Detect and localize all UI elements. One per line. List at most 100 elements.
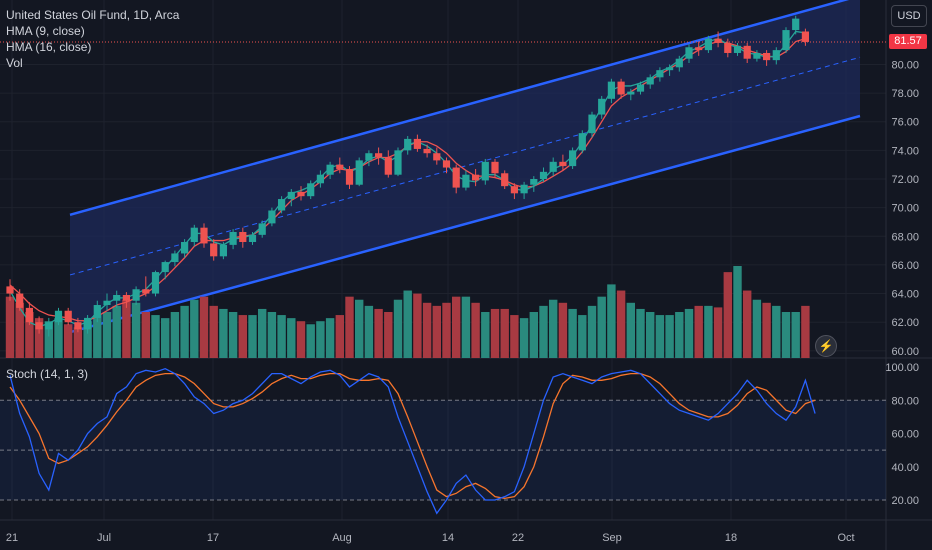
candle-body [239,231,247,243]
volume-bar [393,299,403,358]
candle-body [539,171,548,179]
volume-bar [568,308,577,358]
candle-body [510,186,518,194]
volume-bar [258,308,267,358]
volume-bar [432,305,441,358]
stoch-tick-label: 80.00 [891,395,919,407]
volume-bar [199,296,209,358]
volume-bar [364,305,374,358]
volume-bar [5,296,15,358]
time-tick-label: Oct [837,532,854,544]
price-axis[interactable]: 60.00 62.00 64.00 66.00 68.00 70.00 72.00 74.00… [885,59,919,507]
volume-bar [161,318,170,358]
time-axis[interactable]: 21 Jul 17 Aug 14 22 Sep 18 Oct [6,532,855,544]
volume-bar [471,302,480,358]
stoch-legend[interactable]: Stoch (14, 1, 3) [6,366,88,382]
price-tick-label: 64.00 [891,289,919,301]
candle-body [25,307,33,323]
candle-body [210,243,218,257]
last-price-tag: 81.57 [889,34,927,49]
candle-body [181,242,189,254]
candle-body [336,164,344,169]
price-tick-label: 78.00 [891,88,919,100]
stoch-k-line [9,367,816,515]
volume-bar [325,318,335,358]
candle-body [307,183,315,197]
price-tick-label: 74.00 [891,145,919,157]
candle-body [84,317,92,330]
volume-bar [355,299,364,358]
hma16-legend[interactable]: HMA (16, close) [6,39,91,55]
candle-body [675,58,683,68]
candle-body [656,70,664,78]
candle-body [520,184,528,194]
candle-body [151,272,160,294]
channel-lower-line [69,114,861,334]
volume-bar [519,318,529,358]
candle-body [16,293,24,308]
candle-body [394,150,402,175]
price-tick-label: 68.00 [891,231,919,243]
symbol-legend[interactable]: United States Oil Fund, 1D, Arca [6,7,179,23]
volume-bar [64,324,73,358]
volume-bar [54,318,63,358]
candle-body [617,81,625,95]
candle-body [792,18,800,31]
volume-bar [374,308,383,358]
volume-legend[interactable]: Vol [6,55,23,71]
volume-bar [665,315,674,358]
volume-bar [413,293,422,358]
candlesticks [6,15,809,337]
candle-body [248,234,257,243]
candle-body [365,153,373,161]
stoch-tick-label: 20.00 [891,495,919,507]
volume-bar [403,290,412,358]
volume-bar [122,299,131,358]
time-tick-label: Sep [602,532,622,544]
price-tick-label: 66.00 [891,260,919,272]
volume-bar [44,321,53,358]
volume-bar [587,305,597,358]
candle-body [326,164,334,175]
candle-body [714,38,722,43]
time-tick-label: 21 [6,532,18,544]
volume-bar [616,290,626,358]
stoch-d-line [9,372,816,499]
candle-body [598,98,606,115]
price-tick-label: 72.00 [891,174,919,186]
volume-bar [228,312,238,358]
volume-bar [335,315,344,358]
hma9-legend[interactable]: HMA (9, close) [6,23,85,39]
volume-bar [267,312,277,358]
candle-body [229,231,237,245]
volume-bar [112,305,121,358]
candle-body [530,179,538,185]
volume-bar [743,290,752,358]
lightning-icon[interactable]: ⚡ [815,335,837,357]
candle-body [375,153,383,158]
volume-bar [151,315,160,358]
volume-bar [646,312,655,358]
volume-bar [549,299,558,358]
volume-bar [296,321,306,358]
price-tick-label: 70.00 [891,203,919,215]
volume-bar [15,302,24,358]
candle-body [219,244,227,257]
price-tick-label: 80.00 [891,59,919,71]
candle-body [588,114,596,134]
candle-body [442,160,451,168]
candle-body [549,161,557,172]
candle-body [607,81,615,99]
price-tick-label: 60.00 [891,346,919,358]
currency-button[interactable]: USD [891,5,927,27]
volume-bar [597,296,606,358]
candle-body [297,191,305,197]
volume-bar [131,302,141,358]
candle-body [433,153,441,161]
candle-body [472,174,480,181]
time-tick-label: 17 [207,532,219,544]
candle-body [423,148,431,154]
candle-body [103,300,111,306]
volume-bar [578,315,587,358]
